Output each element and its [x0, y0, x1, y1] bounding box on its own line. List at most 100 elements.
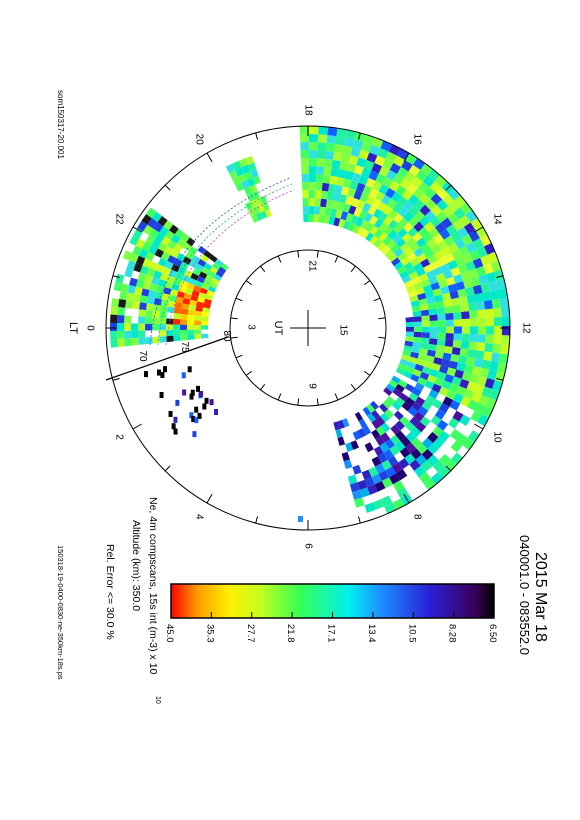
data-cell — [378, 403, 389, 413]
data-cell — [485, 326, 494, 335]
data-cell — [180, 308, 189, 315]
data-cell — [183, 292, 192, 300]
data-cell — [443, 235, 455, 247]
data-cell — [124, 323, 132, 331]
data-cell — [435, 300, 445, 309]
data-cell — [217, 266, 227, 274]
data-cell — [380, 412, 390, 423]
data-cell — [489, 360, 499, 372]
data-cell — [391, 375, 401, 384]
data-cell — [235, 167, 245, 177]
data-cell — [434, 294, 444, 303]
outer-ticks — [106, 126, 510, 530]
data-cell — [175, 296, 184, 304]
data-cell — [457, 263, 469, 274]
data-cell — [377, 452, 388, 464]
data-cell — [398, 217, 409, 228]
data-cell — [455, 281, 466, 291]
data-cell — [166, 318, 174, 325]
data-cell — [398, 206, 409, 218]
data-cell — [428, 227, 440, 239]
data-cell — [452, 410, 464, 422]
data-cell — [454, 256, 466, 267]
data-cell — [421, 337, 430, 344]
data-cell — [181, 372, 186, 379]
data-cell — [176, 238, 187, 248]
data-cell — [413, 411, 425, 422]
data-cell — [238, 173, 247, 183]
data-cell — [152, 323, 160, 331]
data-cell — [171, 423, 176, 430]
data-cell — [394, 261, 404, 271]
data-cell — [209, 266, 218, 275]
data-cell — [362, 202, 372, 213]
data-cell — [168, 269, 178, 278]
data-cell — [388, 379, 399, 389]
data-cell — [197, 245, 207, 255]
data-cell — [424, 187, 437, 199]
data-cell — [145, 316, 153, 324]
inner-tick — [378, 317, 386, 320]
data-cell — [337, 169, 347, 179]
data-cell — [120, 283, 130, 293]
data-cell — [460, 340, 470, 350]
data-cell — [402, 222, 414, 233]
data-cell — [138, 316, 146, 324]
data-cell — [197, 296, 206, 304]
data-cell — [249, 184, 258, 194]
data-cell — [477, 317, 486, 327]
data-cell — [178, 285, 187, 293]
lt-tick-labels: 0 2 4 6 8 10 12 14 16 18 20 22 — [85, 104, 532, 549]
data-cell — [151, 211, 163, 223]
inner-tick — [230, 317, 238, 320]
data-cell — [153, 297, 162, 306]
outer-tick — [474, 226, 484, 233]
outer-tick — [255, 516, 259, 524]
data-cell — [477, 326, 486, 335]
data-cell — [453, 333, 462, 341]
data-cell — [425, 395, 436, 405]
data-cell — [141, 214, 152, 225]
data-cell — [374, 191, 385, 202]
data-cell — [428, 343, 437, 352]
data-cell — [475, 350, 485, 360]
data-cell — [407, 289, 418, 298]
data-cell — [308, 206, 315, 215]
data-cell — [458, 355, 468, 365]
data-cell — [182, 242, 192, 252]
lt-axis-label: LT — [67, 322, 79, 334]
data-cell — [194, 334, 202, 340]
colorbar-tick-label: 45.0 — [164, 624, 175, 643]
data-cell — [209, 281, 218, 289]
data-cell — [167, 300, 176, 308]
data-cell — [168, 294, 177, 303]
data-cell — [390, 424, 401, 435]
data-cell — [407, 194, 420, 206]
data-cell — [327, 126, 338, 137]
data-cell — [361, 229, 370, 239]
data-cell — [411, 401, 422, 412]
data-cell — [333, 192, 341, 202]
data-cell — [414, 363, 424, 372]
description: Ne, 4m compscans, 15s int (m-3) x 10 — [147, 497, 159, 675]
data-cell — [411, 387, 422, 397]
data-cell — [111, 298, 120, 308]
data-cell — [417, 181, 430, 194]
data-cell — [195, 385, 200, 392]
data-cell — [427, 454, 439, 467]
data-cell — [200, 254, 210, 263]
data-cell — [127, 285, 136, 294]
data-cell — [201, 283, 210, 291]
data-cell — [356, 157, 367, 168]
data-cell — [444, 339, 454, 348]
data-cell — [145, 251, 155, 262]
data-cell — [355, 217, 364, 227]
data-cell — [173, 243, 183, 253]
data-cell — [415, 169, 428, 182]
data-cell — [469, 249, 481, 261]
data-cell — [491, 352, 501, 363]
data-cell — [137, 272, 147, 282]
data-cell — [440, 246, 452, 257]
data-cell — [468, 341, 478, 351]
data-cell — [145, 310, 153, 318]
